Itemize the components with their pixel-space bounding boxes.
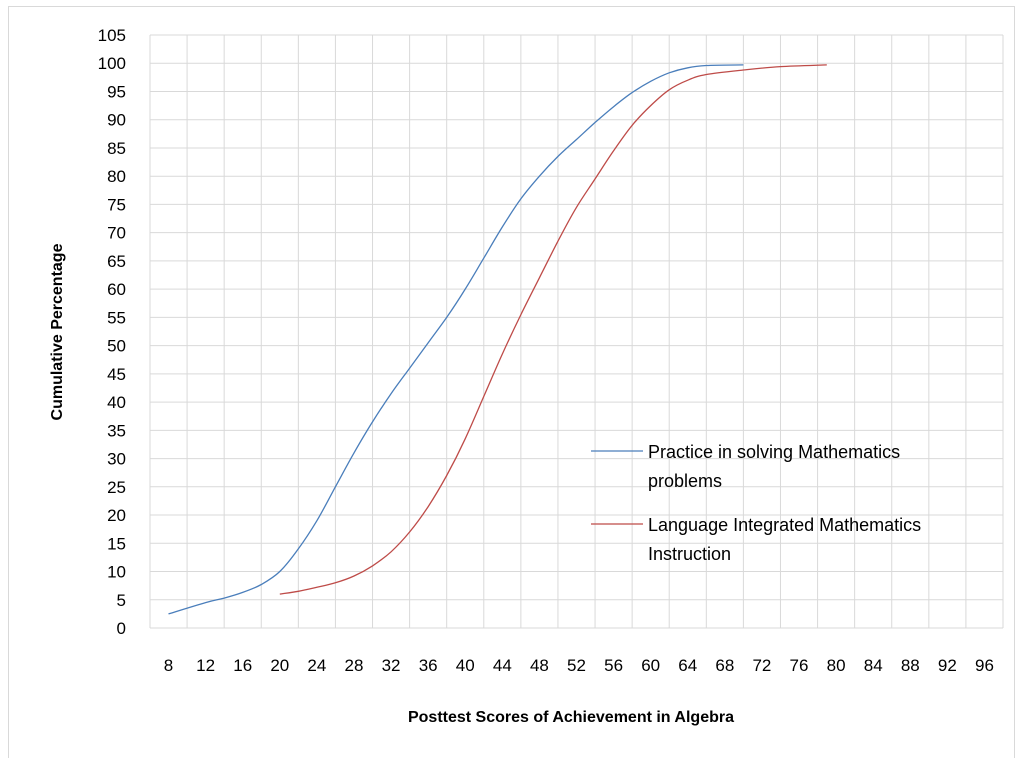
y-tick-label: 0 bbox=[117, 619, 126, 638]
x-tick-label: 72 bbox=[752, 656, 771, 675]
y-tick-label: 30 bbox=[107, 450, 126, 469]
y-tick-label: 65 bbox=[107, 252, 126, 271]
x-tick-label: 44 bbox=[493, 656, 512, 675]
legend-label-series-1-line-2: problems bbox=[648, 471, 722, 491]
x-tick-label: 52 bbox=[567, 656, 586, 675]
y-tick-label: 70 bbox=[107, 224, 126, 243]
y-tick-label: 15 bbox=[107, 534, 126, 553]
x-tick-label: 28 bbox=[345, 656, 364, 675]
chart-legend: Practice in solving Mathematics problems… bbox=[591, 442, 921, 564]
x-tick-label: 20 bbox=[270, 656, 289, 675]
series-line-2 bbox=[279, 64, 827, 595]
y-tick-label: 10 bbox=[107, 563, 126, 582]
chart-frame bbox=[8, 6, 1015, 758]
x-tick-label: 40 bbox=[456, 656, 475, 675]
x-tick-label: 12 bbox=[196, 656, 215, 675]
y-tick-label: 45 bbox=[107, 365, 126, 384]
x-tick-label: 96 bbox=[975, 656, 994, 675]
y-tick-label: 5 bbox=[117, 591, 126, 610]
x-tick-label: 92 bbox=[938, 656, 957, 675]
y-tick-label: 55 bbox=[107, 308, 126, 327]
y-tick-label: 20 bbox=[107, 506, 126, 525]
x-tick-label: 16 bbox=[233, 656, 252, 675]
x-tick-label: 60 bbox=[641, 656, 660, 675]
y-tick-label: 85 bbox=[107, 139, 126, 158]
legend-label-series-1-line-1: Practice in solving Mathematics bbox=[648, 442, 900, 462]
y-tick-label: 100 bbox=[98, 54, 126, 73]
x-tick-label: 84 bbox=[864, 656, 883, 675]
y-tick-label: 50 bbox=[107, 337, 126, 356]
y-tick-label: 80 bbox=[107, 167, 126, 186]
x-tick-label: 36 bbox=[419, 656, 438, 675]
y-axis-ticks: 0 5 10 15 20 25 30 35 40 45 50 55 60 65 70 75 80 85 90 95 10… bbox=[98, 26, 126, 638]
x-tick-label: 48 bbox=[530, 656, 549, 675]
x-tick-label: 56 bbox=[604, 656, 623, 675]
chart-grid bbox=[149, 34, 1004, 629]
y-axis-title: Cumulative Percentage bbox=[49, 243, 66, 420]
y-tick-label: 95 bbox=[107, 82, 126, 101]
x-tick-label: 88 bbox=[901, 656, 920, 675]
y-tick-label: 35 bbox=[107, 421, 126, 440]
y-tick-label: 60 bbox=[107, 280, 126, 299]
x-tick-label: 76 bbox=[790, 656, 809, 675]
x-tick-label: 80 bbox=[827, 656, 846, 675]
legend-label-series-2-line-1: Language Integrated Mathematics bbox=[648, 515, 921, 535]
y-tick-label: 40 bbox=[107, 393, 126, 412]
series-line-1 bbox=[168, 64, 744, 615]
y-tick-label: 75 bbox=[107, 195, 126, 214]
x-axis-title: Posttest Scores of Achievement in Algebr… bbox=[408, 709, 734, 726]
legend-label-series-2-line-2: Instruction bbox=[648, 544, 731, 564]
x-tick-label: 32 bbox=[382, 656, 401, 675]
x-axis-ticks: 8 12 16 20 24 28 32 36 40 44 48 52 56 60 64 68 72 76 80 84 8… bbox=[164, 656, 994, 675]
x-tick-label: 8 bbox=[164, 656, 173, 675]
y-tick-label: 90 bbox=[107, 111, 126, 130]
x-tick-label: 68 bbox=[715, 656, 734, 675]
x-tick-label: 64 bbox=[678, 656, 697, 675]
chart-series bbox=[168, 64, 827, 615]
x-tick-label: 24 bbox=[307, 656, 326, 675]
y-tick-label: 25 bbox=[107, 478, 126, 497]
y-tick-label: 105 bbox=[98, 26, 126, 45]
